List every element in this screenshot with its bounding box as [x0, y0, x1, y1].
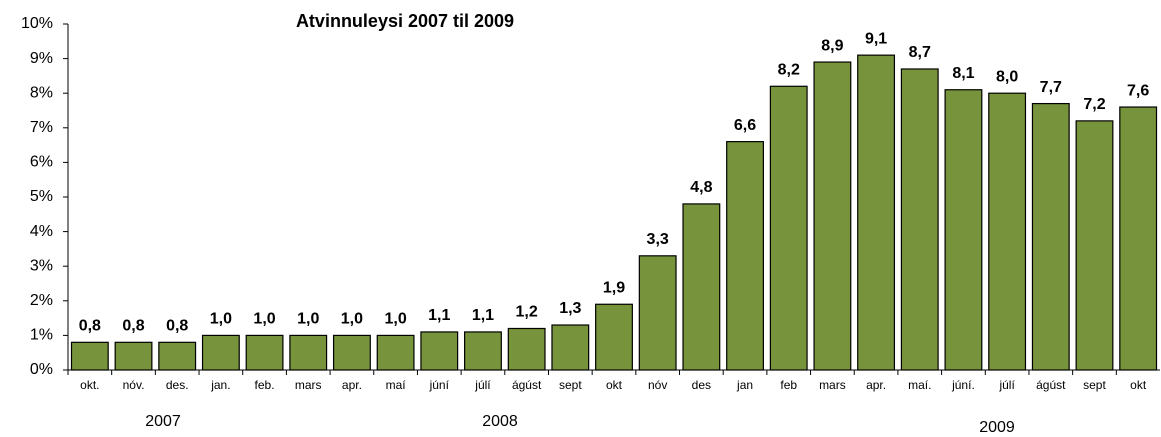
bar	[1075, 120, 1114, 371]
data-label: 1,0	[384, 311, 406, 328]
data-label: 8,1	[952, 65, 974, 82]
x-tick-label: maí	[386, 378, 407, 392]
bar	[726, 141, 764, 371]
bar	[70, 341, 109, 371]
x-tick-label: okt.	[80, 378, 99, 392]
bar	[988, 92, 1027, 371]
data-label: 3,3	[647, 231, 669, 248]
x-tick-label: júlí	[474, 378, 491, 392]
x-tick-label: júlí	[998, 378, 1015, 392]
bar	[944, 89, 983, 371]
bar	[900, 68, 939, 371]
data-label: 1,3	[559, 300, 581, 317]
y-tick-label: 5%	[30, 188, 53, 205]
bar	[420, 331, 459, 371]
bar	[376, 334, 415, 371]
bar	[289, 334, 328, 371]
data-label: 1,0	[210, 311, 232, 328]
data-label: 0,8	[122, 318, 144, 335]
bar	[813, 61, 852, 371]
x-tick-label: jan.	[210, 378, 230, 392]
data-label: 6,6	[734, 117, 756, 134]
y-tick-label: 8%	[30, 84, 53, 101]
year-label: 2009	[979, 419, 1015, 436]
bar	[114, 341, 153, 371]
data-label: 8,0	[996, 68, 1018, 85]
bar	[1119, 106, 1158, 371]
bar	[857, 54, 896, 371]
data-label: 1,1	[428, 307, 450, 324]
y-tick-label: 6%	[30, 154, 53, 171]
data-label: 0,8	[79, 318, 101, 335]
data-label: 1,9	[603, 279, 625, 296]
y-tick-label: 3%	[30, 257, 53, 274]
bar	[464, 331, 502, 371]
data-label: 1,0	[341, 311, 363, 328]
x-tick-label: apr.	[866, 378, 886, 392]
year-label: 2007	[145, 413, 181, 430]
data-label: 8,7	[909, 44, 931, 61]
y-tick-label: 10%	[21, 15, 53, 32]
x-tick-label: mars	[819, 378, 846, 392]
data-label: 1,2	[516, 304, 538, 321]
x-tick-label: mars	[295, 378, 322, 392]
data-label: 7,7	[1040, 79, 1062, 96]
y-tick-label: 9%	[30, 50, 53, 67]
bar	[1031, 102, 1070, 371]
data-label: 1,0	[297, 311, 319, 328]
data-label: 7,6	[1127, 82, 1149, 99]
x-tick-label: júní	[429, 378, 450, 392]
bar	[245, 334, 284, 371]
data-label: 0,8	[166, 318, 188, 335]
chart-title: Atvinnuleysi 2007 til 2009	[296, 11, 514, 31]
x-tick-label: okt	[1130, 378, 1147, 392]
data-label: 9,1	[865, 30, 887, 47]
y-tick-label: 2%	[30, 292, 53, 309]
x-tick-label: apr.	[342, 378, 362, 392]
x-tick-label: nóv.	[123, 378, 145, 392]
x-tick-label: feb.	[255, 378, 275, 392]
x-tick-label: des.	[166, 378, 189, 392]
bar	[332, 334, 371, 371]
bar	[769, 85, 808, 371]
data-label: 1,0	[253, 311, 275, 328]
data-label: 8,9	[821, 37, 843, 54]
bar	[595, 303, 633, 371]
x-tick-label: des	[692, 378, 711, 392]
data-label: 4,8	[690, 179, 712, 196]
y-tick-label: 0%	[30, 361, 53, 378]
bar	[507, 327, 546, 371]
data-label: 7,2	[1083, 96, 1105, 113]
bar	[638, 255, 677, 371]
bar	[158, 341, 197, 371]
x-tick-label: sept	[559, 378, 582, 392]
data-label: 8,2	[778, 61, 800, 78]
bar	[551, 324, 590, 371]
data-label: 1,1	[472, 307, 494, 324]
x-tick-label: okt	[606, 378, 623, 392]
y-tick-label: 4%	[30, 223, 53, 240]
x-tick-label: júní.	[951, 378, 975, 392]
bar	[201, 334, 240, 371]
y-tick-label: 7%	[30, 119, 53, 136]
year-label: 2008	[482, 413, 518, 430]
x-tick-label: ágúst	[512, 378, 542, 392]
y-tick-label: 1%	[30, 327, 53, 344]
x-tick-label: nóv	[648, 378, 667, 392]
bar	[682, 203, 721, 371]
x-tick-label: maí.	[908, 378, 931, 392]
x-tick-label: sept	[1083, 378, 1106, 392]
x-tick-label: feb	[780, 378, 797, 392]
x-tick-label: jan	[736, 378, 753, 392]
x-tick-label: ágúst	[1036, 378, 1066, 392]
